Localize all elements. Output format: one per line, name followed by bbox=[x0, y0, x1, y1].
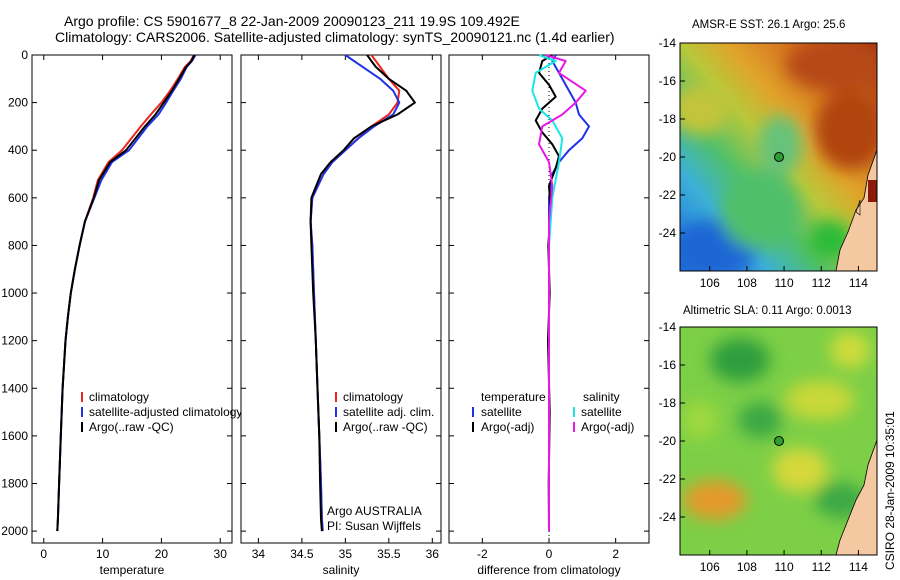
depth-tick-label: 600 bbox=[8, 191, 28, 205]
diff-legend-temperature-label: satellite bbox=[481, 405, 522, 419]
temperature-series-line bbox=[56, 54, 196, 532]
difference-xlabel: difference from climatology bbox=[477, 563, 620, 577]
temperature-axes-frame bbox=[31, 54, 233, 544]
sst-map-ytick-label: -22 bbox=[659, 188, 677, 202]
depth-tick-label: 0 bbox=[21, 48, 28, 62]
provenance-annotation: PI: Susan Wijffels bbox=[327, 519, 421, 533]
depth-tick-label: 1400 bbox=[1, 381, 28, 395]
sla-argo-marker bbox=[774, 436, 784, 446]
sst-map-xtick-label: 110 bbox=[775, 276, 794, 290]
sst-map-ytick-label: -24 bbox=[659, 226, 677, 240]
sst-map-xtick-label: 106 bbox=[700, 276, 720, 290]
provenance-annotation: Argo AUSTRALIA bbox=[327, 504, 422, 518]
sst-map-image bbox=[680, 43, 877, 271]
sst-map-ytick-label: -14 bbox=[659, 36, 677, 50]
temperature-xtick-label: 30 bbox=[214, 547, 228, 561]
diff-legend-temperature-label: Argo(-adj) bbox=[481, 420, 534, 434]
sla-map-xtick-label: 110 bbox=[775, 560, 794, 574]
salinity-xtick-label: 35 bbox=[339, 547, 353, 561]
depth-tick-label: 200 bbox=[8, 96, 28, 110]
difference-xtick-label: 2 bbox=[612, 547, 619, 561]
sst-map-xtick-label: 112 bbox=[812, 276, 831, 290]
temperature-legend-label: climatology bbox=[89, 390, 149, 404]
sla-map-xtick-label: 112 bbox=[812, 560, 831, 574]
salinity-xlabel: salinity bbox=[323, 563, 360, 577]
depth-tick-label: 800 bbox=[8, 238, 28, 252]
diff-legend-temperature-label: temperature bbox=[481, 390, 546, 404]
temperature-xtick-label: 0 bbox=[40, 547, 47, 561]
depth-tick-label: 400 bbox=[8, 143, 28, 157]
sla-map-ytick-label: -14 bbox=[659, 320, 677, 334]
temperature-xtick-label: 10 bbox=[96, 547, 110, 561]
sst-argo-marker bbox=[774, 152, 784, 162]
diff-legend-salinity-label: satellite bbox=[581, 405, 622, 419]
depth-tick-label: 1200 bbox=[1, 334, 28, 348]
sla-map-axes: 106 108 110 112 114 -14 -16 -18 -20 -22 -24 bbox=[659, 320, 878, 574]
title-line-1: Argo profile: CS 5901677_8 22-Jan-2009 2… bbox=[64, 13, 520, 29]
diff-legend-salinity-label: salinity bbox=[583, 390, 620, 404]
temperature-legend-label: Argo(..raw -QC) bbox=[89, 420, 174, 434]
sla-map-ytick-label: -18 bbox=[659, 396, 677, 410]
temperature-xlabel: temperature bbox=[100, 563, 165, 577]
sla-map-title: Altimetric SLA: 0.11 Argo: 0.0013 bbox=[683, 305, 852, 317]
sst-map-xtick-label: 114 bbox=[849, 276, 868, 290]
difference-series-line bbox=[538, 54, 587, 532]
salinity-legend-label: satellite adj. clim. bbox=[343, 405, 434, 419]
depth-tick-label: 1600 bbox=[1, 429, 28, 443]
salinity-series-line bbox=[309, 54, 416, 532]
sst-map-xtick-label: 108 bbox=[737, 276, 757, 290]
sst-map-axes: 106 108 110 112 114 -14 -16 -18 -20 -22 -24 bbox=[659, 36, 878, 290]
sla-map-xtick-label: 114 bbox=[849, 560, 868, 574]
temperature-xtick-label: 20 bbox=[155, 547, 169, 561]
title-line-2: Climatology: CARS2006. Satellite-adjuste… bbox=[55, 29, 615, 45]
diff-legend-salinity-label: Argo(-adj) bbox=[581, 420, 634, 434]
salinity-legend-label: Argo(..raw -QC) bbox=[343, 420, 428, 434]
salinity-xtick-label: 35.5 bbox=[377, 547, 401, 561]
salinity-legend-label: climatology bbox=[343, 390, 403, 404]
temperature-legend-label: satellite-adjusted climatology bbox=[89, 405, 242, 419]
difference-panel: -2 0 2 difference from climatology temperatu… bbox=[448, 54, 650, 577]
sla-map-ytick-label: -24 bbox=[659, 510, 677, 524]
salinity-axes-frame bbox=[240, 54, 442, 544]
salinity-xtick-label: 36 bbox=[426, 547, 440, 561]
sst-map-ytick-label: -20 bbox=[659, 150, 677, 164]
sst-map-ytick-label: -18 bbox=[659, 112, 677, 126]
sla-map-xtick-label: 106 bbox=[700, 560, 720, 574]
sst-map-title: AMSR-E SST: 26.1 Argo: 25.6 bbox=[692, 19, 846, 31]
difference-xtick-label: 0 bbox=[546, 547, 553, 561]
temperature-panel: 0 10 20 30 0 200 400 600 800 1000 1200 1400 1600 1800… bbox=[1, 48, 242, 577]
depth-tick-label: 1000 bbox=[1, 286, 28, 300]
depth-tick-label: 2000 bbox=[1, 524, 28, 538]
sla-map-ytick-label: -16 bbox=[659, 358, 677, 372]
sst-map-ytick-label: -16 bbox=[659, 74, 677, 88]
depth-tick-label: 1800 bbox=[1, 476, 28, 490]
difference-xtick-label: -2 bbox=[477, 547, 488, 561]
sla-map-ytick-label: -22 bbox=[659, 472, 677, 486]
salinity-xtick-label: 34 bbox=[252, 547, 266, 561]
salinity-panel: 34 34.5 35 35.5 36 salinity climatologysatelli… bbox=[240, 54, 442, 577]
salinity-xtick-label: 34.5 bbox=[290, 547, 314, 561]
sla-map-xtick-label: 108 bbox=[737, 560, 757, 574]
sla-map-ytick-label: -20 bbox=[659, 434, 677, 448]
